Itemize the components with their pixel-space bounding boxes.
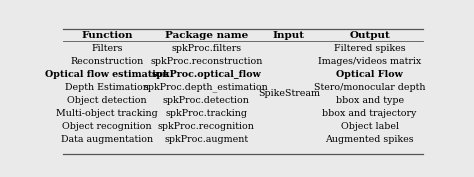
Text: Filters: Filters [91,44,123,53]
Text: Augmented spikes: Augmented spikes [325,135,414,144]
Text: spkProc.optical_flow: spkProc.optical_flow [151,70,261,79]
Text: Output: Output [349,31,390,40]
Text: Filtered spikes: Filtered spikes [334,44,405,53]
Text: Depth Estimation: Depth Estimation [65,83,149,92]
Text: Reconstruction: Reconstruction [70,57,144,66]
Text: Function: Function [81,31,133,40]
Text: Data augmentation: Data augmentation [61,135,153,144]
Text: spkProc.filters: spkProc.filters [171,44,241,53]
Text: Package name: Package name [164,31,248,40]
Text: Stero/monocular depth: Stero/monocular depth [314,83,425,92]
Text: Object recognition: Object recognition [62,122,152,131]
Text: Object detection: Object detection [67,96,147,105]
Text: spkProc.tracking: spkProc.tracking [165,109,247,118]
Text: spkProc.detection: spkProc.detection [163,96,250,105]
Text: Images/videos matrix: Images/videos matrix [318,57,421,66]
Text: spkProc.depth_estimation: spkProc.depth_estimation [144,82,269,92]
Text: Optical Flow: Optical Flow [336,70,403,79]
Text: SpikeStream: SpikeStream [258,89,320,98]
Text: Input: Input [273,31,305,40]
Text: spkProc.reconstruction: spkProc.reconstruction [150,57,263,66]
Text: Object label: Object label [341,122,399,131]
Text: bbox and trajectory: bbox and trajectory [322,109,417,118]
Text: Optical flow estimation: Optical flow estimation [45,70,169,79]
Text: spkProc.recognition: spkProc.recognition [158,122,255,131]
Text: spkProc.augment: spkProc.augment [164,135,248,144]
Text: Multi-object tracking: Multi-object tracking [56,109,158,118]
Text: bbox and type: bbox and type [336,96,404,105]
